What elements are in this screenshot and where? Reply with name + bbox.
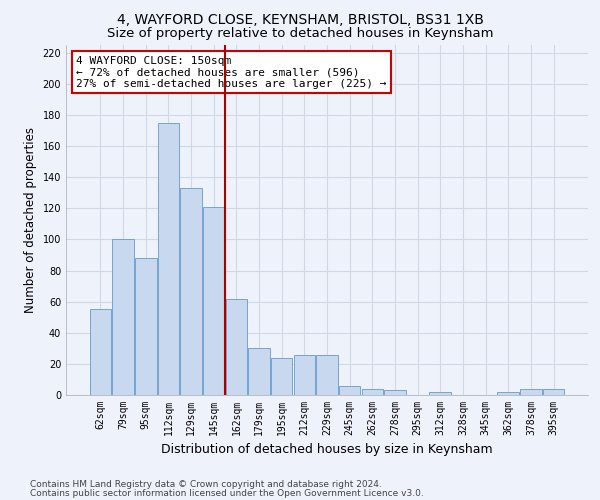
X-axis label: Distribution of detached houses by size in Keynsham: Distribution of detached houses by size … (161, 444, 493, 456)
Text: 4, WAYFORD CLOSE, KEYNSHAM, BRISTOL, BS31 1XB: 4, WAYFORD CLOSE, KEYNSHAM, BRISTOL, BS3… (116, 12, 484, 26)
Bar (430, 392, 451, 395)
Bar (293, 354, 315, 395)
Bar (203, 207, 224, 395)
Bar (90, 310, 111, 395)
Text: Size of property relative to detached houses in Keynsham: Size of property relative to detached ho… (107, 28, 493, 40)
Bar (112, 240, 134, 395)
Bar (248, 348, 270, 395)
Text: Contains public sector information licensed under the Open Government Licence v3: Contains public sector information licen… (30, 489, 424, 498)
Bar (543, 389, 564, 395)
Bar (362, 389, 383, 395)
Bar (520, 389, 542, 395)
Text: 4 WAYFORD CLOSE: 150sqm
← 72% of detached houses are smaller (596)
27% of semi-d: 4 WAYFORD CLOSE: 150sqm ← 72% of detache… (76, 56, 387, 88)
Bar (158, 123, 179, 395)
Text: Contains HM Land Registry data © Crown copyright and database right 2024.: Contains HM Land Registry data © Crown c… (30, 480, 382, 489)
Bar (339, 386, 361, 395)
Bar (135, 258, 157, 395)
Bar (271, 358, 292, 395)
Y-axis label: Number of detached properties: Number of detached properties (24, 127, 37, 313)
Bar (497, 392, 519, 395)
Bar (181, 188, 202, 395)
Bar (384, 390, 406, 395)
Bar (316, 354, 338, 395)
Bar (226, 298, 247, 395)
